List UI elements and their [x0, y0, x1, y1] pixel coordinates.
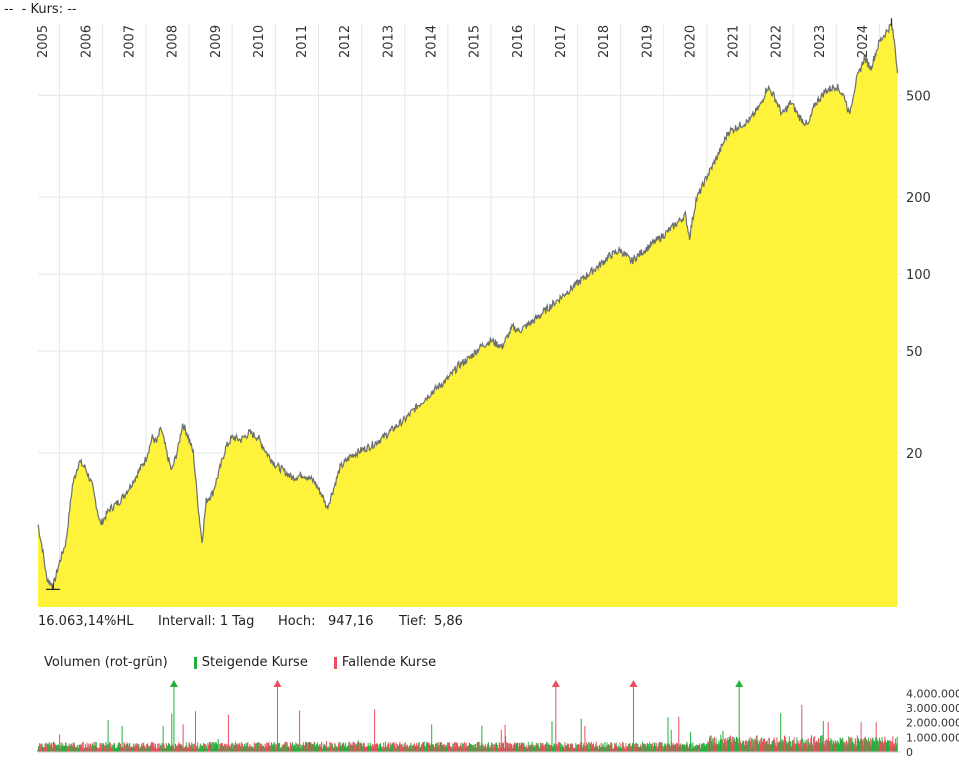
legend-up: Steigende Kurse — [193, 655, 308, 670]
year-tick-label: 2013 — [381, 25, 396, 58]
year-tick-label: 2017 — [554, 25, 569, 58]
year-tick-label: 2008 — [166, 25, 181, 58]
high-value: 947,16 — [328, 614, 374, 629]
year-tick-label: 2010 — [252, 25, 267, 58]
year-tick-label: 2016 — [511, 25, 526, 58]
year-tick-label: 2011 — [295, 25, 310, 58]
year-tick-label: 2007 — [123, 25, 138, 58]
year-tick-label: 2023 — [813, 25, 828, 58]
volume-bars — [37, 704, 898, 752]
interval-label: Intervall: 1 Tag — [158, 614, 255, 629]
year-tick-label: 2005 — [36, 25, 51, 58]
volume-tick-label: 0 — [906, 746, 913, 759]
down-swatch — [333, 656, 337, 669]
year-tick-label: 2022 — [770, 25, 785, 58]
legend-up-label: Steigende Kurse — [201, 655, 308, 670]
year-tick-label: 2012 — [338, 25, 353, 58]
volume-tick-label: 4.000.000 — [906, 687, 959, 700]
price-area — [38, 23, 898, 607]
volume-tick-label: 2.000.000 — [906, 717, 959, 730]
low-label: Tief: — [399, 614, 427, 629]
volume-spike-arrow — [169, 680, 178, 687]
price-tick-label: 20 — [906, 447, 923, 462]
volume-spike-arrow — [551, 680, 560, 687]
volume-tick-label: 3.000.000 — [906, 702, 959, 715]
price-tick-label: 100 — [906, 268, 931, 283]
up-swatch — [193, 656, 197, 669]
high-label: Hoch: — [278, 614, 316, 629]
volume-legend: Volumen (rot-grün) Steigende Kurse Falle… — [44, 655, 436, 670]
year-tick-label: 2020 — [683, 25, 698, 58]
year-tick-label: 2009 — [209, 25, 224, 58]
year-tick-label: 2024 — [856, 25, 871, 58]
year-tick-label: 2018 — [597, 25, 612, 58]
price-line — [37, 21, 899, 591]
chart-title: -- - Kurs: -- — [4, 2, 77, 17]
volume-spike-arrow — [273, 680, 282, 687]
price-tick-label: 50 — [906, 345, 923, 360]
percent-change: 16.063,14%HL — [38, 614, 134, 629]
legend-down-label: Fallende Kurse — [341, 655, 437, 670]
volume-legend-title: Volumen (rot-grün) — [44, 655, 168, 670]
year-tick-label: 2019 — [640, 25, 655, 58]
volume-tick-label: 1.000.000 — [906, 731, 959, 744]
year-tick-label: 2021 — [727, 25, 742, 58]
year-tick-label: 2014 — [425, 25, 440, 58]
price-tick-label: 500 — [906, 89, 931, 104]
volume-spike-arrow — [629, 680, 638, 687]
low-value: 5,86 — [434, 614, 463, 629]
price-tick-label: 200 — [906, 191, 931, 206]
price-chart: 2005 2006 2007 2008 2009 2010 2011 2012 2013 2014… — [36, 18, 931, 607]
legend-down: Fallende Kurse — [333, 655, 437, 670]
volume-spike-arrow — [735, 680, 744, 687]
year-tick-label: 2015 — [468, 25, 483, 58]
year-tick-label: 2006 — [79, 25, 94, 58]
